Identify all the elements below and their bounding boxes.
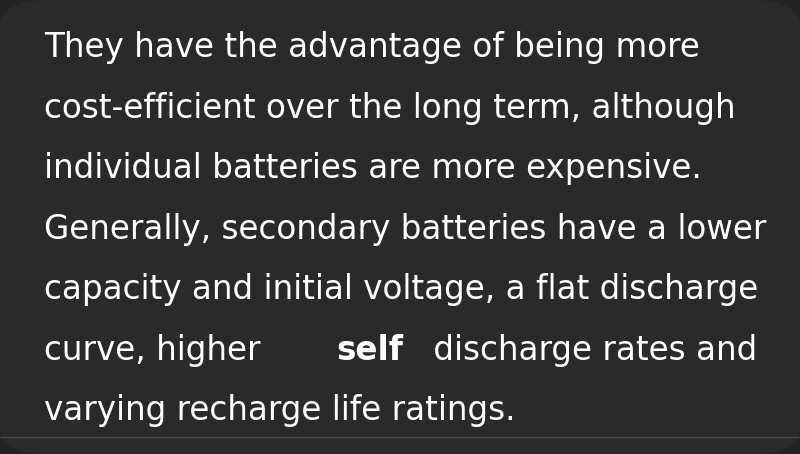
Text: Generally, secondary batteries have a lower: Generally, secondary batteries have a lo… xyxy=(44,213,766,246)
Text: individual batteries are more expensive.: individual batteries are more expensive. xyxy=(44,152,702,185)
Text: self: self xyxy=(337,334,404,367)
Text: They have the advantage of being more: They have the advantage of being more xyxy=(44,31,700,64)
Text: discharge rates and: discharge rates and xyxy=(423,334,758,367)
Text: cost-efficient over the long term, although: cost-efficient over the long term, altho… xyxy=(44,92,736,125)
Text: curve, higher: curve, higher xyxy=(44,334,271,367)
Text: varying recharge life ratings.: varying recharge life ratings. xyxy=(44,395,515,427)
Text: capacity and initial voltage, a flat discharge: capacity and initial voltage, a flat dis… xyxy=(44,273,758,306)
